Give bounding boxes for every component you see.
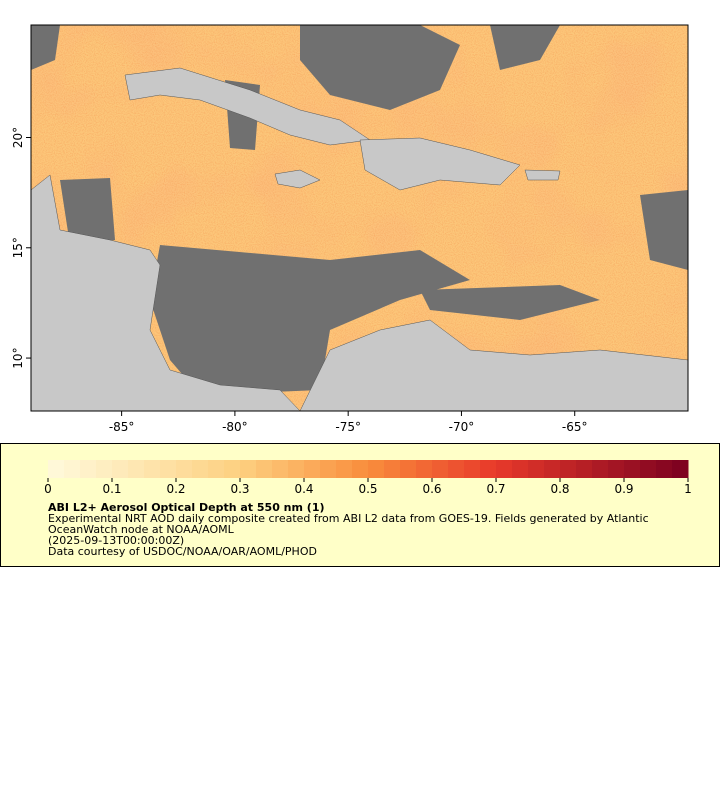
- legend-line: OceanWatch node at NOAA/AOML: [48, 523, 235, 536]
- colorbar-segment: [640, 460, 657, 478]
- colorbar-segment: [544, 460, 561, 478]
- colorbar-tick-label: 1: [684, 482, 692, 496]
- colorbar-segment: [432, 460, 449, 478]
- colorbar-segment: [288, 460, 305, 478]
- colorbar-segment: [304, 460, 321, 478]
- no-data-areas: [31, 25, 688, 395]
- colorbar-segment: [384, 460, 401, 478]
- colorbar-segment: [240, 460, 257, 478]
- colorbar-segment: [480, 460, 497, 478]
- y-tick-label: 10°: [11, 347, 25, 368]
- colorbar-segment: [48, 460, 65, 478]
- colorbar-segment: [80, 460, 97, 478]
- colorbar-tick-label: 0.5: [358, 482, 377, 496]
- x-tick-label: -65°: [562, 420, 588, 434]
- legend-title: ABI L2+ Aerosol Optical Depth at 550 nm …: [48, 501, 325, 514]
- colorbar-segment: [528, 460, 545, 478]
- legend-line: (2025-09-13T00:00:00Z): [48, 534, 184, 547]
- colorbar-tick-label: 0.4: [294, 482, 313, 496]
- colorbar-segment: [464, 460, 481, 478]
- colorbar-segment: [320, 460, 337, 478]
- colorbar-segment: [496, 460, 513, 478]
- colorbar-tick-label: 0.7: [486, 482, 505, 496]
- x-tick-label: -85°: [109, 420, 135, 434]
- colorbar-segment: [512, 460, 529, 478]
- colorbar-segment: [608, 460, 625, 478]
- land: [31, 67, 688, 411]
- colorbar-segment: [192, 460, 209, 478]
- colorbar-segment: [224, 460, 241, 478]
- x-tick-label: -70°: [449, 420, 475, 434]
- colorbar-segment: [128, 460, 145, 478]
- colorbar-segment: [416, 460, 433, 478]
- x-tick-label: -80°: [222, 420, 248, 434]
- colorbar-segment: [176, 460, 193, 478]
- colorbar-segment: [272, 460, 289, 478]
- colorbar-segment: [336, 460, 353, 478]
- colorbar-segment: [112, 460, 129, 478]
- map-frame: [30, 24, 689, 412]
- legend-line: Experimental NRT AOD daily composite cre…: [48, 512, 649, 525]
- legend-line: Data courtesy of USDOC/NOAA/OAR/AOML/PHO…: [48, 545, 317, 558]
- colorbar-segment: [96, 460, 113, 478]
- colorbar-segment: [400, 460, 417, 478]
- colorbar-tick-label: 0.3: [230, 482, 249, 496]
- map-field: [31, 25, 688, 411]
- colorbar-tick-label: 0.6: [422, 482, 441, 496]
- colorbar-segment: [448, 460, 465, 478]
- colorbar-segment: [352, 460, 369, 478]
- colorbar-tick-label: 0.1: [102, 482, 121, 496]
- colorbar-segment: [160, 460, 177, 478]
- colorbar-segment: [368, 460, 385, 478]
- colorbar-tick-label: 0.8: [550, 482, 569, 496]
- colorbar-segment: [256, 460, 273, 478]
- y-tick-label: 15°: [11, 237, 25, 258]
- colorbar-segment: [144, 460, 161, 478]
- colorbar-segment: [576, 460, 593, 478]
- y-tick-label: 20°: [11, 127, 25, 148]
- colorbar-tick-label: 0: [44, 482, 52, 496]
- colorbar-segment: [592, 460, 609, 478]
- colorbar-tick-label: 0.9: [614, 482, 633, 496]
- colorbar-segment: [560, 460, 577, 478]
- x-tick-label: -75°: [335, 420, 361, 434]
- colorbar-segment: [64, 460, 81, 478]
- colorbar-segment: [656, 460, 673, 478]
- colorbar-segment: [672, 460, 689, 478]
- colorbar-segment: [624, 460, 641, 478]
- colorbar-tick-label: 0.2: [166, 482, 185, 496]
- colorbar-segment: [208, 460, 225, 478]
